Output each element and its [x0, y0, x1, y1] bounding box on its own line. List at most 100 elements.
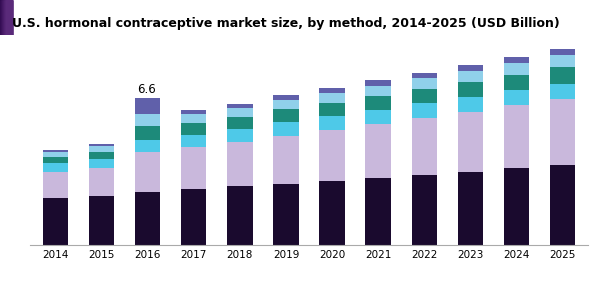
Bar: [1, 0, 7, 35]
Bar: [5, 0, 11, 35]
Bar: [4, 0, 10, 35]
Bar: [135, 126, 160, 140]
Bar: [5, 0, 11, 35]
Bar: [4, 0, 10, 35]
Bar: [3, 0, 9, 35]
Bar: [1, 0, 7, 35]
Bar: [412, 118, 437, 175]
Bar: [43, 152, 68, 157]
Bar: [6, 0, 12, 35]
Bar: [5, 0, 11, 35]
Bar: [89, 144, 114, 146]
Bar: [227, 108, 253, 117]
Bar: [273, 136, 299, 183]
Bar: [3, 0, 9, 35]
Bar: [319, 181, 345, 245]
Bar: [1, 0, 7, 35]
Bar: [4, 0, 10, 35]
Bar: [5, 0, 11, 35]
Bar: [181, 110, 206, 114]
Bar: [227, 186, 253, 245]
Bar: [2, 0, 8, 35]
Bar: [2, 0, 8, 35]
Bar: [43, 163, 68, 172]
Bar: [5, 0, 11, 35]
Legend: Pill, IUD, Injectable, Vaginal Ring, Implant, Patch: Pill, IUD, Injectable, Vaginal Ring, Imp…: [145, 294, 473, 295]
Bar: [550, 55, 575, 68]
Bar: [181, 189, 206, 245]
Bar: [2, 0, 8, 35]
Bar: [135, 192, 160, 245]
Bar: [2, 0, 8, 35]
Bar: [273, 109, 299, 122]
Bar: [365, 80, 391, 86]
Bar: [2, 0, 8, 35]
Bar: [89, 159, 114, 168]
Bar: [273, 122, 299, 136]
Bar: [4, 0, 10, 35]
Bar: [3, 0, 9, 35]
Bar: [5, 0, 11, 35]
Bar: [412, 73, 437, 78]
Bar: [43, 172, 68, 198]
Bar: [504, 75, 529, 90]
Bar: [2, 0, 8, 35]
Bar: [227, 117, 253, 129]
Bar: [550, 49, 575, 55]
Bar: [0, 0, 6, 35]
Bar: [1, 0, 7, 35]
Bar: [504, 168, 529, 245]
Bar: [365, 96, 391, 110]
Bar: [3, 0, 9, 35]
Bar: [0, 0, 6, 35]
Bar: [273, 183, 299, 245]
Bar: [2, 0, 8, 35]
Bar: [1, 0, 7, 35]
Bar: [5, 0, 11, 35]
Bar: [5, 0, 11, 35]
Bar: [458, 112, 483, 172]
Bar: [227, 142, 253, 186]
Bar: [1, 0, 7, 35]
Bar: [5, 0, 11, 35]
Bar: [0, 0, 6, 35]
Bar: [365, 86, 391, 96]
Bar: [365, 110, 391, 124]
Bar: [550, 165, 575, 245]
Bar: [1, 0, 7, 35]
Bar: [550, 84, 575, 99]
Bar: [412, 103, 437, 118]
Bar: [365, 178, 391, 245]
Bar: [458, 172, 483, 245]
Bar: [2, 0, 8, 35]
Bar: [135, 152, 160, 192]
Bar: [0, 0, 6, 35]
Bar: [3, 0, 9, 35]
Bar: [550, 68, 575, 84]
Bar: [4, 0, 10, 35]
Bar: [4, 0, 10, 35]
Bar: [4, 0, 10, 35]
Bar: [4, 0, 10, 35]
Bar: [319, 103, 345, 116]
Bar: [1, 0, 7, 35]
Bar: [412, 89, 437, 103]
Bar: [5, 0, 11, 35]
Bar: [1, 0, 7, 35]
Bar: [458, 97, 483, 112]
Bar: [135, 114, 160, 126]
Bar: [504, 57, 529, 63]
Bar: [365, 124, 391, 178]
Bar: [5, 0, 11, 35]
Bar: [2, 0, 8, 35]
Bar: [4, 0, 10, 35]
Bar: [6, 0, 12, 35]
Bar: [181, 114, 206, 123]
Bar: [458, 71, 483, 82]
Bar: [2, 0, 8, 35]
Bar: [4, 0, 10, 35]
Bar: [4, 0, 10, 35]
Bar: [1, 0, 7, 35]
Bar: [1, 0, 7, 35]
Bar: [43, 198, 68, 245]
